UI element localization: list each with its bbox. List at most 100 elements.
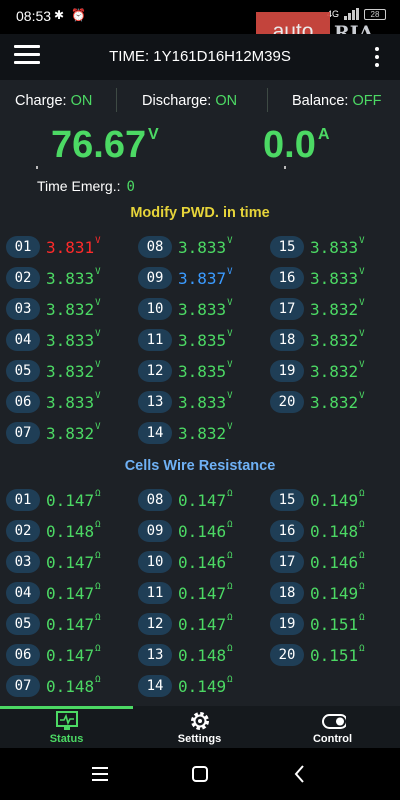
cell-value: 3.832V	[46, 360, 101, 381]
cell-item: 14 0.149Ω	[138, 673, 268, 699]
cell-item: 06 0.147Ω	[6, 642, 136, 668]
cell-unit: V	[227, 422, 233, 432]
cell-number-badge: 17	[270, 298, 304, 320]
back-nav-icon[interactable]	[288, 762, 312, 786]
more-options-icon[interactable]	[374, 46, 380, 68]
cell-value: 0.147Ω	[178, 613, 233, 634]
system-nav-bar	[0, 748, 400, 800]
monitor-icon	[56, 711, 78, 730]
cell-value-text: 0.147	[46, 491, 95, 510]
charge-status[interactable]: Charge: ON	[15, 93, 92, 109]
cell-item: 06 3.833V	[6, 389, 136, 415]
cell-unit: V	[95, 422, 101, 432]
cell-value-text: 0.151	[310, 646, 359, 665]
cell-value: 0.148Ω	[310, 520, 365, 541]
cell-value: 3.833V	[310, 236, 365, 257]
time-emergency: Time Emerg.: 0	[37, 178, 135, 195]
cell-item: 08 0.147Ω	[138, 487, 268, 513]
cell-unit: V	[227, 267, 233, 277]
home-nav-icon[interactable]	[188, 762, 212, 786]
cell-unit: Ω	[359, 613, 365, 623]
cell-number-badge: 08	[138, 236, 172, 258]
cell-value-text: 3.833	[310, 269, 359, 288]
bottom-tab-bar: Status Settings Control	[0, 706, 400, 748]
cell-value: 3.832V	[310, 391, 365, 412]
cell-number-badge: 14	[138, 675, 172, 697]
cell-unit: Ω	[227, 489, 233, 499]
discharge-status[interactable]: Discharge: ON	[142, 93, 237, 109]
cell-value-text: 3.833	[178, 300, 227, 319]
cell-number-badge: 05	[6, 613, 40, 635]
gear-icon	[191, 712, 209, 730]
cell-unit: Ω	[95, 551, 101, 561]
cell-unit: Ω	[227, 582, 233, 592]
cell-item: 19 0.151Ω	[270, 611, 400, 637]
cell-value-text: 0.147	[46, 584, 95, 603]
cell-number-badge: 08	[138, 489, 172, 511]
cell-value: 0.149Ω	[310, 582, 365, 603]
cell-number-badge: 04	[6, 582, 40, 604]
menu-nav-icon[interactable]	[88, 762, 112, 786]
cell-value: 3.832V	[46, 422, 101, 443]
cell-value-text: 0.146	[178, 553, 227, 572]
cell-number-badge: 09	[138, 520, 172, 542]
cell-value: 3.833V	[46, 329, 101, 350]
tab-settings[interactable]: Settings	[133, 706, 266, 748]
cell-value: 0.149Ω	[178, 675, 233, 696]
cell-value-text: 0.147	[46, 646, 95, 665]
cell-number-badge: 01	[6, 489, 40, 511]
cell-unit: V	[359, 267, 365, 277]
cell-value: 3.833V	[310, 267, 365, 288]
cell-value-text: 0.146	[310, 553, 359, 572]
voltage-unit: V	[148, 126, 159, 143]
cell-unit: V	[359, 298, 365, 308]
cell-item: 17 3.832V	[270, 296, 400, 322]
cell-value-text: 0.147	[178, 615, 227, 634]
cell-value-text: 0.149	[310, 491, 359, 510]
cell-item: 20 0.151Ω	[270, 642, 400, 668]
cell-number-badge: 20	[270, 644, 304, 666]
cell-number-badge: 14	[138, 422, 172, 444]
cell-item: 04 0.147Ω	[6, 580, 136, 606]
cell-value: 3.833V	[178, 298, 233, 319]
cell-value: 0.147Ω	[46, 489, 101, 510]
cell-value-text: 3.833	[178, 238, 227, 257]
cell-unit: V	[95, 329, 101, 339]
total-current: 0.0	[263, 124, 316, 166]
bluetooth-icon: ✱	[54, 8, 67, 22]
cell-unit: Ω	[95, 644, 101, 654]
balance-status[interactable]: Balance: OFF	[292, 93, 381, 109]
tab-status[interactable]: Status	[0, 706, 133, 748]
tab-control[interactable]: Control	[266, 706, 399, 748]
battery-icon: 28	[364, 8, 386, 20]
cell-value: 3.832V	[46, 298, 101, 319]
cell-unit: V	[95, 267, 101, 277]
cell-unit: V	[227, 391, 233, 401]
cell-unit: V	[359, 360, 365, 370]
cell-item: 11 3.835V	[138, 327, 268, 353]
cell-unit: Ω	[227, 551, 233, 561]
cell-number-badge: 15	[270, 236, 304, 258]
toggle-icon	[322, 714, 346, 729]
cell-unit: V	[359, 391, 365, 401]
cell-item: 13 3.833V	[138, 389, 268, 415]
voltage-section-title: Modify PWD. in time	[130, 205, 270, 221]
cell-item: 20 3.832V	[270, 389, 400, 415]
toggle-row: Charge: ON Discharge: ON Balance: OFF	[0, 88, 400, 114]
status-bar: 08:53 ✱ ⏰ 4G 28	[0, 0, 400, 34]
cell-item: 03 3.832V	[6, 296, 136, 322]
cell-value: 0.147Ω	[46, 551, 101, 572]
cell-value: 0.148Ω	[46, 520, 101, 541]
cell-value-text: 3.833	[178, 393, 227, 412]
cell-value: 3.833V	[46, 391, 101, 412]
cell-unit: V	[95, 360, 101, 370]
cell-value: 3.833V	[46, 267, 101, 288]
hamburger-menu-icon[interactable]	[14, 44, 40, 66]
cell-value-text: 3.833	[46, 269, 95, 288]
cell-value-text: 0.149	[310, 584, 359, 603]
cell-value: 0.148Ω	[178, 644, 233, 665]
signal-icon	[344, 8, 359, 20]
cell-value: 0.151Ω	[310, 613, 365, 634]
cell-value-text: 3.831	[46, 238, 95, 257]
cell-item: 05 3.832V	[6, 358, 136, 384]
